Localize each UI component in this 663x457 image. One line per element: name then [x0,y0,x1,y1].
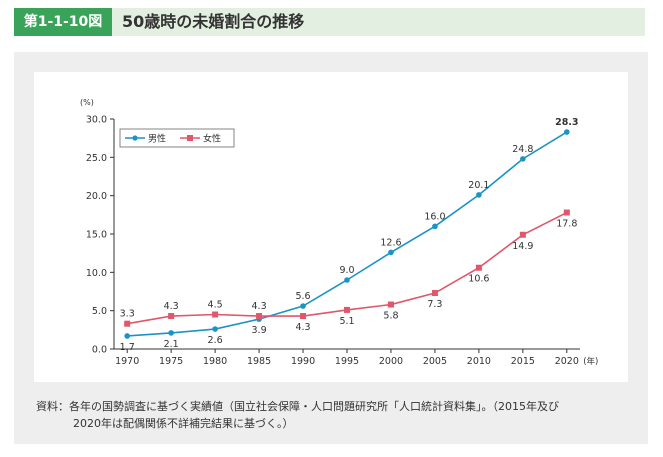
x-tick-label: 2015 [511,356,535,367]
data-point [388,249,394,256]
data-label: 4.3 [252,301,267,312]
y-tick-label: 15.0 [86,230,107,241]
data-label: 28.3 [555,117,578,128]
x-tick-label: 1975 [159,356,183,367]
data-point [168,330,174,336]
data-label: 5.6 [295,291,310,302]
data-point [432,223,438,230]
data-point [519,231,526,238]
legend-female-marker [187,135,193,141]
x-tick-label: 1980 [203,356,227,367]
data-label: 5.8 [383,311,398,322]
series-line [127,131,568,337]
data-point [256,313,263,320]
data-label: 20.1 [468,180,489,191]
figure-title: 50歳時の未婚割合の推移 [122,12,305,31]
x-unit-label: (年) [583,356,598,367]
data-point [300,303,306,309]
line-chart: (%) 0.0 5.0 10.0 15.0 20.0 25.0 30.0 1970 1975 198… [80,98,598,367]
data-label: 10.6 [468,274,489,285]
y-tick-label: 10.0 [86,268,107,279]
data-point [344,277,350,283]
data-point [344,306,350,313]
data-label: 4.5 [208,300,223,311]
x-tick-label: 1990 [291,356,315,367]
data-label: 3.3 [120,309,135,320]
data-point [476,192,482,198]
data-label: 2.6 [208,335,223,346]
y-tick-label: 30.0 [86,115,107,126]
x-tick-label: 2020 [555,356,579,367]
data-label: 7.3 [427,299,442,310]
data-label: 1.7 [120,342,135,353]
data-point [563,209,570,216]
figure-header: 第1-1-10図 50歳時の未婚割合の推移 [14,8,645,36]
data-label: 9.0 [339,265,354,276]
data-label: 4.3 [164,301,179,312]
legend-female-label: 女性 [203,133,221,145]
x-tick-label: 2010 [467,356,491,367]
data-point [212,326,218,332]
x-tick-label: 1995 [335,356,359,367]
data-label: 3.9 [252,325,267,336]
data-label: 14.9 [512,241,533,252]
source-note-line1: 資料：各年の国勢調査に基づく実績値（国立社会保障・人口問題研究所「人口統計資料集… [36,400,559,413]
legend-male-label: 男性 [148,133,166,145]
data-point [520,156,526,162]
source-note: 資料：各年の国勢調査に基づく実績値（国立社会保障・人口問題研究所「人口統計資料集… [36,398,636,432]
data-label: 2.1 [164,339,179,350]
data-label: 12.6 [380,237,401,248]
data-point [475,264,482,271]
x-tick-label: 1970 [115,356,139,367]
data-point [124,333,130,339]
figure-panel: (%) 0.0 5.0 10.0 15.0 20.0 25.0 30.0 1970 1975 198… [14,52,648,444]
data-point [387,301,394,308]
figure-number: 第1-1-10図 [14,8,112,36]
data-label: 17.8 [556,219,577,230]
data-label: 16.0 [424,211,445,222]
data-point [168,313,175,320]
data-point [124,320,131,327]
data-point [300,313,307,320]
data-point [431,290,438,297]
x-tick-label: 2005 [423,356,447,367]
source-note-line2: 2020年は配偶関係不詳補完結果に基づく。） [73,417,294,430]
y-unit-label: (%) [80,98,94,107]
data-label: 24.8 [512,144,533,155]
data-label: 4.3 [295,322,310,333]
x-tick-label: 1985 [247,356,271,367]
chart-container: (%) 0.0 5.0 10.0 15.0 20.0 25.0 30.0 1970 1975 198… [34,72,628,382]
y-tick-label: 5.0 [92,306,107,317]
y-tick-label: 0.0 [92,345,107,356]
data-point [212,311,219,318]
y-tick-label: 25.0 [86,153,107,164]
data-point [564,129,570,135]
data-label: 5.1 [339,316,354,327]
legend-male-marker [132,135,138,141]
legend-box [119,128,235,148]
y-tick-label: 20.0 [86,191,107,202]
x-tick-label: 2000 [379,356,403,367]
